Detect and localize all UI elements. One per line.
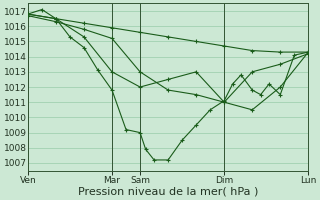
- X-axis label: Pression niveau de la mer( hPa ): Pression niveau de la mer( hPa ): [78, 187, 258, 197]
